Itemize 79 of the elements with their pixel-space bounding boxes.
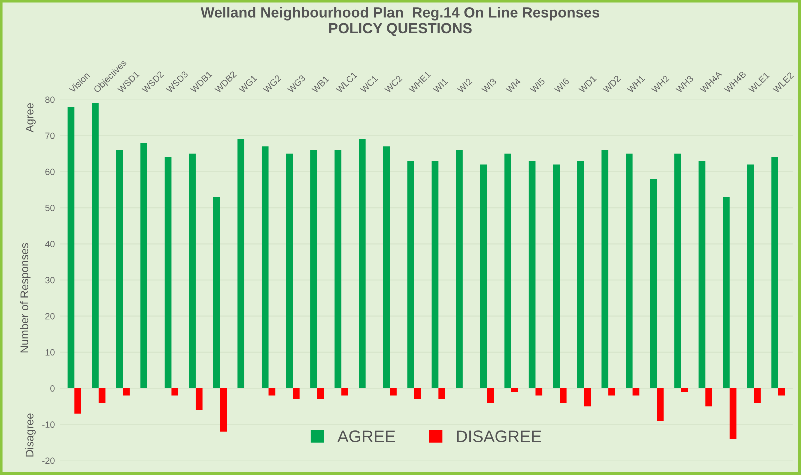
bar bbox=[74, 388, 82, 414]
y-tick-label: 0 bbox=[50, 386, 55, 392]
bar bbox=[626, 154, 633, 389]
bar bbox=[560, 388, 567, 403]
bar bbox=[553, 164, 560, 389]
bar bbox=[359, 139, 366, 389]
bar bbox=[778, 388, 786, 396]
bar bbox=[723, 197, 730, 389]
bar bbox=[189, 154, 196, 389]
y-tick-label: 60 bbox=[46, 168, 55, 176]
bar bbox=[511, 388, 518, 392]
y-tick-label: 30 bbox=[46, 277, 55, 284]
x-tick-label: WI6 bbox=[554, 78, 570, 94]
bar bbox=[123, 388, 130, 396]
bar bbox=[602, 150, 609, 389]
bar bbox=[164, 158, 172, 389]
bar bbox=[608, 388, 616, 396]
bar bbox=[584, 388, 592, 407]
x-tick-label: WI3 bbox=[481, 78, 498, 94]
bar bbox=[342, 388, 348, 396]
bar bbox=[414, 388, 422, 400]
bar bbox=[706, 388, 712, 407]
bar bbox=[536, 388, 543, 396]
chart-title: Welland Neighbourhood Plan Reg.14 On Line Responses POLICY QUESTIONS bbox=[200, 7, 600, 36]
bar bbox=[577, 161, 584, 389]
bar bbox=[238, 139, 245, 389]
bar bbox=[262, 146, 269, 389]
bar bbox=[286, 154, 294, 389]
bar bbox=[317, 388, 324, 400]
y-tick-label: 40 bbox=[45, 241, 55, 248]
legend-label: AGREE bbox=[338, 430, 396, 442]
bar bbox=[293, 388, 300, 400]
bar bbox=[310, 150, 318, 389]
bar bbox=[196, 388, 203, 410]
text: Agree bbox=[26, 103, 36, 133]
bar bbox=[730, 388, 737, 440]
bar bbox=[480, 164, 488, 389]
bar bbox=[383, 146, 390, 389]
bar bbox=[674, 154, 682, 389]
bar bbox=[754, 388, 761, 403]
bar bbox=[116, 150, 124, 389]
y-tick-label: -10 bbox=[42, 422, 55, 428]
text: Disagree bbox=[26, 414, 36, 457]
bar bbox=[438, 388, 446, 400]
bar bbox=[698, 161, 706, 389]
y-axis-title: Number of Responses bbox=[20, 243, 31, 353]
bar bbox=[681, 388, 688, 392]
y-tick-label: 80 bbox=[46, 96, 55, 104]
bar bbox=[456, 150, 463, 389]
bar bbox=[408, 161, 414, 389]
bar bbox=[632, 388, 640, 396]
y-tick-label: 20 bbox=[46, 313, 55, 320]
legend-label: DISAGREE bbox=[457, 430, 542, 442]
bar bbox=[268, 388, 276, 396]
x-tick-label: WI4 bbox=[506, 78, 522, 94]
y-tick-label: 70 bbox=[46, 132, 55, 140]
y-tick-label: 50 bbox=[46, 205, 55, 212]
bar bbox=[92, 103, 99, 389]
bar bbox=[140, 143, 148, 389]
bar bbox=[504, 154, 512, 389]
bar bbox=[528, 161, 536, 389]
bar bbox=[334, 150, 342, 389]
bar bbox=[390, 388, 397, 396]
x-tick-label: WI5 bbox=[530, 78, 546, 94]
x-tick-label: WI1 bbox=[432, 78, 448, 94]
y-tick-label: 10 bbox=[46, 349, 55, 356]
bar bbox=[98, 388, 106, 403]
bar bbox=[220, 388, 228, 432]
bar bbox=[213, 197, 220, 389]
bar bbox=[487, 388, 494, 403]
y-tick-label: -20 bbox=[42, 458, 55, 464]
bar bbox=[432, 161, 439, 389]
bar bbox=[657, 388, 664, 422]
bar bbox=[68, 106, 75, 389]
bar bbox=[650, 179, 658, 389]
x-tick-label: WI2 bbox=[457, 78, 473, 94]
bar bbox=[747, 164, 754, 389]
bar bbox=[772, 158, 778, 389]
bar bbox=[172, 388, 179, 396]
